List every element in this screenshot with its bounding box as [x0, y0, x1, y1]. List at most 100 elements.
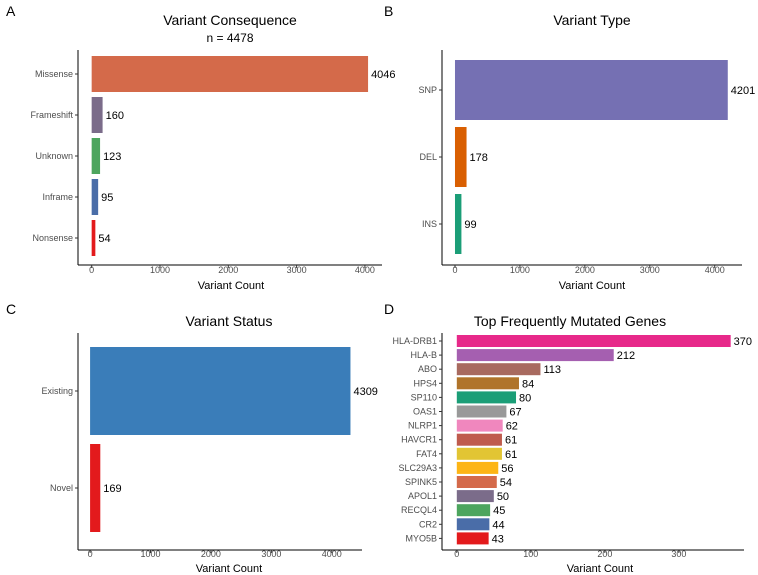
bar	[91, 56, 369, 92]
data-label: 4309	[353, 386, 377, 398]
x-tick-label: 1000	[140, 549, 160, 559]
panel-b-title: Variant Type	[553, 12, 631, 28]
bar	[90, 444, 101, 532]
bar	[91, 138, 101, 174]
category-label: HLA-B	[410, 350, 437, 360]
bar	[456, 447, 502, 460]
x-tick-label: 200	[597, 549, 612, 559]
data-label: 80	[519, 392, 531, 404]
data-label: 61	[505, 435, 517, 447]
data-label: 56	[501, 463, 513, 475]
category-label: HLA-DRB1	[392, 336, 437, 346]
data-label: 43	[492, 533, 504, 545]
data-label: 95	[101, 192, 113, 204]
data-label: 84	[522, 378, 534, 390]
panel-d-title: Top Frequently Mutated Genes	[474, 313, 666, 329]
data-label: 4201	[731, 85, 755, 97]
bar	[456, 405, 507, 418]
bar	[456, 391, 517, 404]
category-label: Nonsense	[32, 233, 73, 243]
data-label: 370	[734, 336, 752, 348]
panel-d-plot: 0 100 200 300 HLA-DRB1 370 HLA-B 212 ABO 113 HPS4 8…	[392, 333, 752, 559]
bar	[456, 504, 491, 517]
x-tick-label: 0	[88, 549, 93, 559]
bar	[91, 220, 96, 256]
panel-c: C Variant Status Variant Count 0 1000 2000…	[6, 301, 378, 575]
category-label: NLRP1	[408, 421, 437, 431]
panel-b-plot: 0 1000 2000 3000 4000 SNP 4201 DEL 178 INS 99	[418, 50, 755, 275]
panel-d-label: D	[384, 301, 394, 317]
data-label: 61	[505, 449, 517, 461]
data-label: 160	[106, 110, 124, 122]
category-label: Inframe	[42, 192, 73, 202]
x-tick-label: 3000	[287, 265, 307, 275]
bar	[456, 490, 494, 503]
category-label: SPINK5	[405, 477, 437, 487]
x-tick-label: 4000	[322, 549, 342, 559]
data-label: 4046	[371, 69, 395, 81]
x-tick-label: 4000	[705, 265, 725, 275]
panel-c-plot: 0 1000 2000 3000 4000 Existing 4309 Novel 169	[41, 333, 378, 559]
category-label: HPS4	[413, 378, 437, 388]
category-label: INS	[422, 219, 437, 229]
bar	[91, 179, 99, 215]
x-tick-label: 3000	[640, 265, 660, 275]
category-label: HAVCR1	[401, 435, 437, 445]
category-label: ABO	[418, 364, 437, 374]
panel-b-label: B	[384, 3, 393, 19]
category-label: Existing	[41, 386, 73, 396]
category-label: Frameshift	[30, 110, 73, 120]
bar	[454, 60, 728, 120]
category-label: DEL	[419, 152, 437, 162]
x-tick-label: 2000	[201, 549, 221, 559]
bar	[456, 433, 502, 446]
x-tick-label: 0	[452, 265, 457, 275]
bar	[456, 476, 497, 488]
bar	[454, 127, 467, 187]
bar	[454, 194, 462, 254]
data-label: 178	[470, 152, 488, 164]
category-label: SLC29A3	[398, 463, 437, 473]
category-label: Novel	[50, 483, 73, 493]
x-tick-label: 3000	[261, 549, 281, 559]
data-label: 44	[492, 519, 504, 531]
bar	[456, 377, 519, 390]
category-label: Missense	[35, 69, 73, 79]
bar	[456, 419, 503, 432]
panel-c-title: Variant Status	[186, 313, 273, 329]
panel-a: A Variant Consequence n = 4478 Variant C…	[6, 3, 396, 292]
category-label: SNP	[418, 85, 437, 95]
bar	[91, 97, 103, 133]
x-tick-label: 1000	[510, 265, 530, 275]
panel-a-subtitle: n = 4478	[206, 31, 253, 45]
bar	[456, 349, 614, 362]
data-label: 99	[464, 219, 476, 231]
bar	[456, 363, 541, 376]
x-tick-label: 300	[671, 549, 686, 559]
category-label: APOL1	[408, 491, 437, 501]
x-tick-label: 2000	[575, 265, 595, 275]
category-label: CR2	[419, 519, 437, 529]
x-tick-label: 0	[89, 265, 94, 275]
data-label: 169	[103, 483, 121, 495]
data-label: 54	[98, 233, 110, 245]
panel-d: D Top Frequently Mutated Genes Variant C…	[384, 301, 752, 575]
x-tick-label: 2000	[218, 265, 238, 275]
x-tick-label: 0	[454, 549, 459, 559]
data-label: 62	[506, 421, 518, 433]
panel-a-plot: 0 1000 2000 3000 4000 Missense 4046 Frameshift 1…	[30, 50, 396, 275]
data-label: 123	[103, 151, 121, 163]
panel-a-label: A	[6, 3, 16, 19]
bar	[90, 347, 351, 435]
panel-d-x-axis-title: Variant Count	[567, 563, 633, 575]
bar	[456, 518, 490, 531]
panel-c-label: C	[6, 301, 16, 317]
category-label: FAT4	[416, 449, 437, 459]
data-label: 113	[543, 364, 561, 376]
data-label: 45	[493, 505, 505, 517]
category-label: Unknown	[35, 151, 73, 161]
category-label: SP110	[411, 392, 437, 402]
panel-b: B Variant Type Variant Count 0 1000 2000 30…	[384, 3, 755, 292]
bar	[456, 532, 489, 545]
